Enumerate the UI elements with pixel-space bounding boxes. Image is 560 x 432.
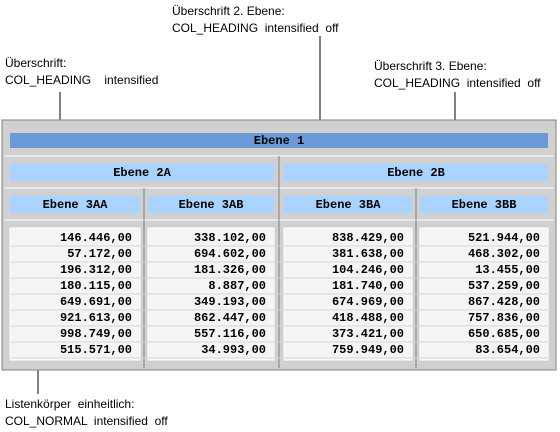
body-value: 838.429,00: [332, 231, 404, 245]
body-value: 381.638,00: [332, 247, 404, 261]
heading-level3: Ebene 3AB: [179, 198, 244, 212]
heading-level3-cell: [148, 196, 274, 213]
body-value: 418.488,00: [332, 311, 404, 325]
body-value: 537.259,00: [468, 279, 540, 293]
heading-level3: Ebene 3BB: [452, 198, 517, 212]
annotation: COL_HEADING intensified: [5, 73, 158, 87]
heading-level1: Ebene 1: [254, 134, 304, 148]
body-value: 104.246,00: [332, 263, 404, 277]
body-value: 649.691,00: [60, 295, 132, 309]
body-value: 557.116,00: [194, 327, 266, 341]
heading-level2: Ebene 2B: [387, 166, 445, 180]
heading-level3-cell: [10, 196, 140, 213]
body-value: 694.602,00: [194, 247, 266, 261]
annotation: Überschrift:: [5, 56, 66, 70]
heading-level3: Ebene 3AA: [43, 198, 109, 212]
body-value: 146.446,00: [60, 231, 132, 245]
body-value: 8.887,00: [208, 279, 266, 293]
level1-bar: [10, 133, 548, 148]
annotation: COL_HEADING intensified off: [374, 76, 541, 90]
body-value: 338.102,00: [194, 231, 266, 245]
body-value: 181.326,00: [194, 263, 266, 277]
body-value: 921.613,00: [60, 311, 132, 325]
annotation: Listenkörper einheitlich:: [5, 397, 134, 411]
body-value: 757.836,00: [468, 311, 540, 325]
body-value: 650.685,00: [468, 327, 540, 341]
body-value: 515.571,00: [60, 343, 132, 357]
body-value: 998.749,00: [60, 327, 132, 341]
body-value: 468.302,00: [468, 247, 540, 261]
body-value: 181.740,00: [332, 279, 404, 293]
body-value: 180.115,00: [60, 279, 132, 293]
body-value: 862.447,00: [194, 311, 266, 325]
body-value: 759.949,00: [332, 343, 404, 357]
body-value: 57.172,00: [67, 247, 132, 261]
body-value: 13.455,00: [475, 263, 540, 277]
heading-level3: Ebene 3BA: [316, 198, 382, 212]
body-value: 196.312,00: [60, 263, 132, 277]
body-value: 34.993,00: [201, 343, 266, 357]
heading-level2: Ebene 2A: [113, 166, 171, 180]
heading-level2-cell: [284, 164, 548, 181]
body-value: 521.944,00: [468, 231, 540, 245]
body-value: 674.969,00: [332, 295, 404, 309]
heading-level3-cell: [284, 196, 412, 213]
annotation: Überschrift 3. Ebene:: [374, 59, 487, 73]
heading-level3-cell: [420, 196, 548, 213]
heading-level2-cell: [10, 164, 274, 181]
body-value: 867.428,00: [468, 295, 540, 309]
annotation: COL_NORMAL intensified off: [5, 414, 168, 428]
annotation: Überschrift 2. Ebene:: [172, 4, 285, 18]
body-value: 373.421,00: [332, 327, 404, 341]
body-value: 349.193,00: [194, 295, 266, 309]
annotation: COL_HEADING intensified off: [172, 21, 339, 35]
body-value: 83.654,00: [475, 343, 540, 357]
